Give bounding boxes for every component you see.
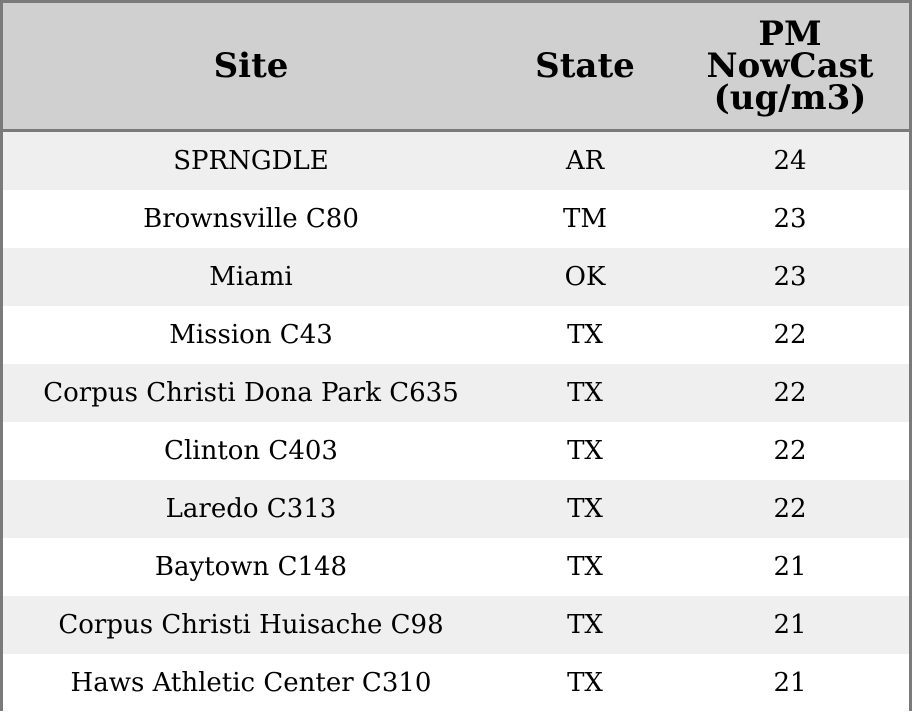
table-cell-pm: 21 [773, 610, 807, 640]
table-row: Corpus Christi Huisache C98 TX 21 [3, 596, 909, 654]
table-cell-site: Clinton C403 [164, 436, 338, 466]
table-row: Mission C43 TX 22 [3, 306, 909, 364]
table-row: Brownsville C80 TM 23 [3, 190, 909, 248]
table-row: SPRNGDLE AR 24 [3, 132, 909, 190]
table-cell-site: Miami [209, 262, 293, 292]
table-cell-site: Mission C43 [169, 320, 333, 350]
table-body: SPRNGDLE AR 24 Brownsville C80 TM 23 Miami OK 23… [3, 132, 909, 712]
table-cell-pm: 22 [773, 494, 807, 524]
table-row: Haws Athletic Center C310 TX 21 [3, 654, 909, 712]
table-row: Miami OK 23 [3, 248, 909, 306]
table-cell-site: Brownsville C80 [143, 204, 359, 234]
table-cell-pm: 22 [773, 436, 807, 466]
table-cell-state: TM [563, 204, 607, 234]
table-row: Baytown C148 TX 21 [3, 538, 909, 596]
table-cell-pm: 23 [773, 262, 807, 292]
table-row: Clinton C403 TX 22 [3, 422, 909, 480]
table-cell-state: TX [567, 378, 603, 408]
table-cell-site: Corpus Christi Dona Park C635 [43, 378, 459, 408]
table-cell-state: TX [567, 320, 603, 350]
column-header-site: Site [213, 46, 289, 86]
column-header-state: State [535, 46, 635, 86]
table-cell-state: OK [564, 262, 606, 292]
table-row: Corpus Christi Dona Park C635 TX 22 [3, 364, 909, 422]
table-cell-state: TX [567, 552, 603, 582]
table-header: Site State PM NowCast (ug/m3) [3, 3, 909, 132]
table-cell-site: Laredo C313 [165, 494, 337, 524]
table-cell-pm: 22 [773, 320, 807, 350]
table-cell-pm: 21 [773, 668, 807, 698]
table-cell-state: TX [567, 494, 603, 524]
table-cell-pm: 24 [773, 146, 807, 176]
table-cell-site: SPRNGDLE [173, 146, 329, 176]
table-cell-site: Haws Athletic Center C310 [70, 668, 432, 698]
table-cell-state: TX [567, 436, 603, 466]
table-cell-state: TX [567, 668, 603, 698]
table-cell-pm: 22 [773, 378, 807, 408]
table-cell-pm: 21 [773, 552, 807, 582]
table-cell-site: Baytown C148 [154, 552, 348, 582]
table-cell-pm: 23 [773, 204, 807, 234]
column-header-pm-nowcast: PM NowCast (ug/m3) [706, 14, 874, 118]
table-row: Laredo C313 TX 22 [3, 480, 909, 538]
table-cell-state: AR [565, 146, 605, 176]
table-cell-site: Corpus Christi Huisache C98 [58, 610, 444, 640]
table-cell-state: TX [567, 610, 603, 640]
